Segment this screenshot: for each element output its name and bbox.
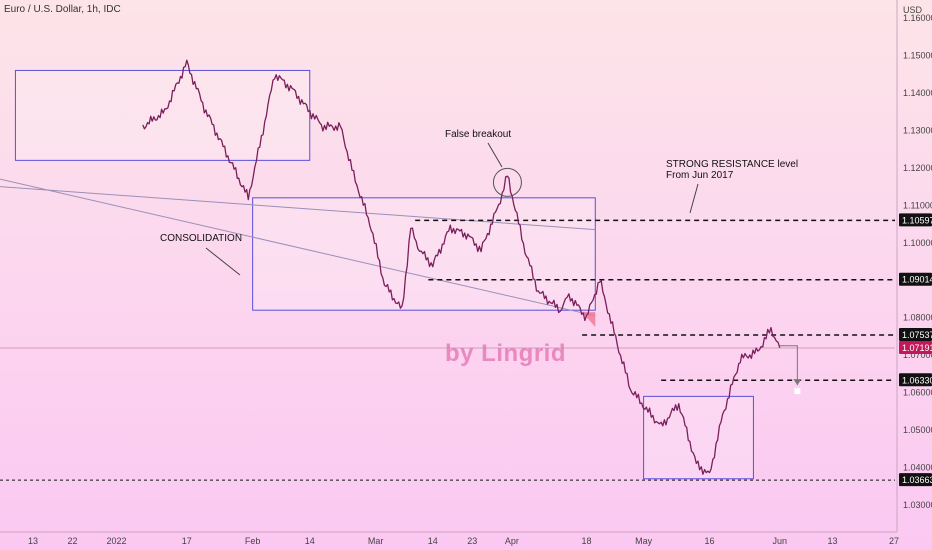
level-badge-label: 1.10597 <box>902 215 932 225</box>
level-badge <box>899 213 932 227</box>
y-tick-label: 1.05000 <box>903 425 932 435</box>
x-tick-label: 18 <box>581 536 591 546</box>
annotation-consolidation: CONSOLIDATION <box>160 233 242 244</box>
x-tick-label: Jun <box>773 536 788 546</box>
x-tick-label: 22 <box>68 536 78 546</box>
trendline-1 <box>0 186 596 231</box>
price-series-line <box>142 59 781 475</box>
x-tick-label: Apr <box>505 536 519 546</box>
x-tick-label: 2022 <box>106 536 126 546</box>
currency-label: USD <box>903 5 923 15</box>
x-tick-label: Mar <box>368 536 384 546</box>
x-tick-label: 23 <box>467 536 477 546</box>
projection-arrowhead <box>793 379 802 386</box>
y-tick-label: 1.08000 <box>903 313 932 323</box>
y-tick-label: 1.07000 <box>903 350 932 360</box>
y-tick-label: 1.06000 <box>903 388 932 398</box>
x-tick-label: Feb <box>245 536 261 546</box>
projection-marker <box>794 388 801 395</box>
x-tick-label: 27 <box>889 536 899 546</box>
y-tick-label: 1.15000 <box>903 50 932 60</box>
y-tick-label: 1.03000 <box>903 500 932 510</box>
projection-line <box>779 345 798 386</box>
annotation-strong-resistance-line2: From Jun 2017 <box>666 170 734 181</box>
resistance-pointer <box>689 183 699 214</box>
level-badge-label: 1.09014 <box>902 275 932 285</box>
level-badge <box>899 473 932 487</box>
annotation-false-breakout: False breakout <box>445 129 511 140</box>
trendline-2 <box>0 178 596 317</box>
x-tick-label: 13 <box>827 536 837 546</box>
level-badge-label: 1.06330 <box>902 375 932 385</box>
x-tick-label: 14 <box>428 536 438 546</box>
x-tick-label: 14 <box>305 536 315 546</box>
level-badge <box>899 373 932 387</box>
annotation-strong-resistance-line1: STRONG RESISTANCE level <box>666 159 798 170</box>
y-tick-label: 1.04000 <box>903 463 932 473</box>
y-tick-label: 1.16000 <box>903 13 932 23</box>
false-breakout-circle <box>492 167 522 197</box>
y-tick-label: 1.10000 <box>903 238 932 248</box>
last-price-badge-label: 1.07191 <box>902 343 932 353</box>
watermark: by Lingrid <box>445 340 566 367</box>
false-breakout-pointer <box>487 142 503 168</box>
zone-box-1 <box>14 69 311 161</box>
level-badge-label: 1.03663 <box>902 475 932 485</box>
last-price-badge <box>899 340 932 354</box>
x-tick-label: 17 <box>182 536 192 546</box>
resistance-zone <box>582 312 596 328</box>
level-badge <box>899 328 932 342</box>
level-badge <box>899 272 932 286</box>
x-tick-label: 16 <box>704 536 714 546</box>
level-badge-label: 1.07537 <box>902 330 932 340</box>
y-tick-label: 1.11000 <box>903 200 932 210</box>
y-tick-label: 1.14000 <box>903 88 932 98</box>
x-tick-label: 13 <box>28 536 38 546</box>
x-tick-label: May <box>635 536 653 546</box>
chart-title: Euro / U.S. Dollar, 1h, IDC <box>4 4 121 15</box>
consolidation-pointer <box>205 247 241 276</box>
y-tick-label: 1.12000 <box>903 163 932 173</box>
y-tick-label: 1.13000 <box>903 125 932 135</box>
